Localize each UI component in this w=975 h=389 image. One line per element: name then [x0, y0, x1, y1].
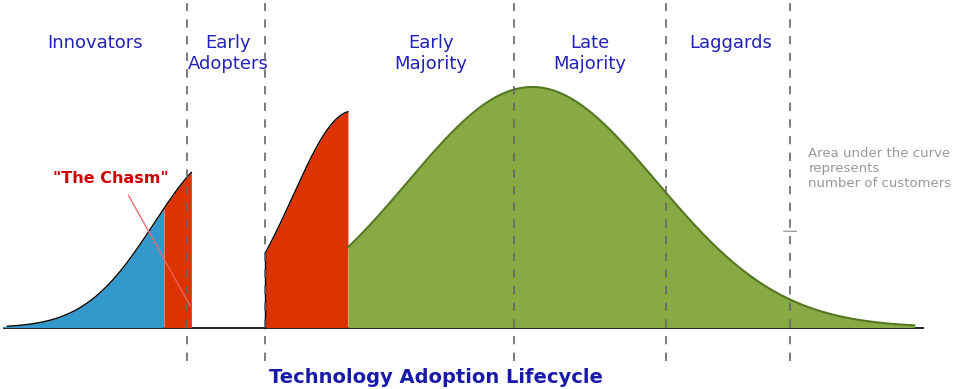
Text: Innovators: Innovators	[47, 34, 142, 52]
Text: Area under the curve
represents
number of customers: Area under the curve represents number o…	[808, 147, 952, 190]
Text: Technology Adoption Lifecycle: Technology Adoption Lifecycle	[268, 368, 603, 387]
Text: Laggards: Laggards	[688, 34, 771, 52]
Text: Early
Majority: Early Majority	[395, 34, 467, 73]
Text: Early
Adopters: Early Adopters	[188, 34, 269, 73]
Text: "The Chasm": "The Chasm"	[54, 171, 169, 186]
Text: Late
Majority: Late Majority	[554, 34, 627, 73]
